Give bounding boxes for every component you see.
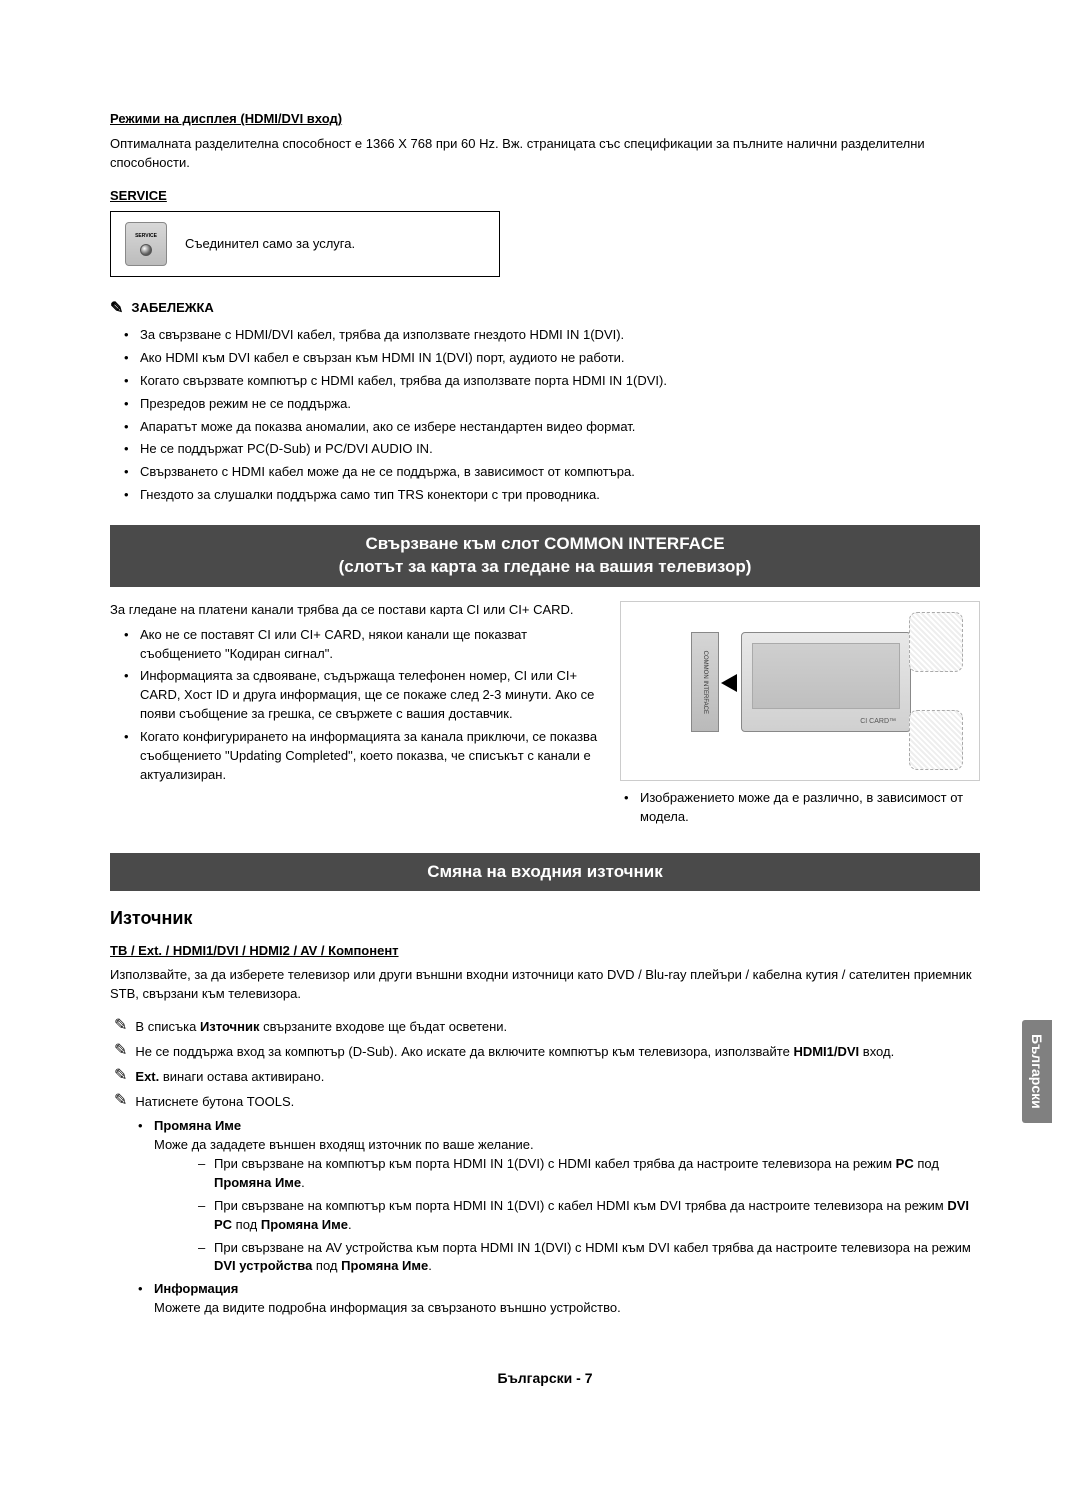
hand-icon [909,612,963,672]
ci-section: За гледане на платени канали трябва да с… [110,601,980,831]
ci-slot-label: COMMON INTERFACE [701,650,710,713]
service-port-icon: SERVICE [125,222,167,266]
list-item: Не се поддържат PC(D-Sub) и PC/DVI AUDIO… [140,440,980,459]
note-line: ✎ Ext. винаги остава активирано. [110,1068,980,1087]
list-item: Изображението може да е различно, в зави… [640,789,980,827]
list-item: Когато конфигурирането на информацията з… [140,728,600,785]
sublist-label: Промяна Име [154,1118,241,1133]
source-banner: Смяна на входния източник [110,853,980,892]
list-item: Информацията за сдвояване, съдържаща тел… [140,667,600,724]
service-icon-label: SERVICE [135,233,157,240]
ci-banner-line2: (слотът за карта за гледане на вашия тел… [120,556,970,579]
note-icon: ✎ [114,1068,127,1087]
list-item: Гнездото за слушалки поддържа само тип T… [140,486,980,505]
dash-list: При свързване на компютър към порта HDMI… [154,1155,980,1276]
ci-slot-icon: COMMON INTERFACE [691,632,719,732]
source-sublist: Промяна Име Може да зададете външен вход… [110,1117,980,1317]
note-icon: ✎ [114,1093,127,1112]
list-item: При свързване на компютър към порта HDMI… [214,1155,980,1193]
note-text: В списъка Източник свързаните входове ще… [135,1018,980,1037]
sublist-text: Можете да видите подробна информация за … [154,1300,621,1315]
ci-banner-line1: Свързване към слот COMMON INTERFACE [120,533,970,556]
list-item: При свързване на компютър към порта HDMI… [214,1197,980,1235]
sublist-label: Информация [154,1281,238,1296]
list-item: Апаратът може да показва аномалии, ако с… [140,418,980,437]
list-item: Промяна Име Може да зададете външен вход… [154,1117,980,1276]
list-item: За свързване с HDMI/DVI кабел, трябва да… [140,326,980,345]
language-side-tab: Български [1022,1020,1052,1123]
service-box: SERVICE Съединител само за услуга. [110,211,500,277]
note-icon: ✎ [110,301,123,317]
note-text: Ext. винаги остава активирано. [135,1068,980,1087]
list-item: Когато свързвате компютър с HDMI кабел, … [140,372,980,391]
source-sub-heading: ТВ / Ext. / HDMI1/DVI / HDMI2 / AV / Ком… [110,942,980,961]
note-text: Натиснете бутона TOOLS. [135,1093,980,1112]
ci-card-label: CI CARD™ [860,717,896,727]
note-icon: ✎ [114,1018,127,1037]
note-line: ✎ Не се поддържа вход за компютър (D-Sub… [110,1043,980,1062]
ci-list: Ако не се поставят CI или CI+ CARD, няко… [110,626,600,785]
list-item: При свързване на AV устройства към порта… [214,1239,980,1277]
list-item: Информация Можете да видите подробна инф… [154,1280,980,1318]
list-item: Ако HDMI към DVI кабел е свързан към HDM… [140,349,980,368]
ci-banner: Свързване към слот COMMON INTERFACE (сло… [110,525,980,587]
source-heading: Източник [110,905,980,931]
list-item: Ако не се поставят CI или CI+ CARD, няко… [140,626,600,664]
sublist-text: Може да зададете външен входящ източник … [154,1137,534,1152]
service-heading: SERVICE [110,187,980,206]
note-block-1: ✎ ЗАБЕЛЕЖКА За свързване с HDMI/DVI кабе… [110,299,980,505]
note-text: Не се поддържа вход за компютър (D-Sub).… [135,1043,980,1062]
hand-icon [909,710,963,770]
source-para: Използвайте, за да изберете телевизор ил… [110,966,980,1004]
display-modes-heading: Режими на дисплея (HDMI/DVI вход) [110,110,980,129]
list-item: Свързването с HDMI кабел може да не се п… [140,463,980,482]
service-jack-icon [140,244,152,256]
note1-list: За свързване с HDMI/DVI кабел, трябва да… [110,326,980,505]
note-line: ✎ В списъка Източник свързаните входове … [110,1018,980,1037]
note-icon: ✎ [114,1043,127,1062]
display-modes-text: Оптималната разделителна способност е 13… [110,135,980,173]
note-label: ЗАБЕЛЕЖКА [131,299,213,318]
ci-intro: За гледане на платени канали трябва да с… [110,601,600,620]
ci-diagram: COMMON INTERFACE CI CARD™ [620,601,980,781]
page-footer: Български - 7 [110,1368,980,1388]
arrow-left-icon [721,674,737,692]
ci-caption: Изображението може да е различно, в зави… [620,789,980,827]
list-item: Презредов режим не се поддържа. [140,395,980,414]
ci-card-icon: CI CARD™ [741,632,911,732]
service-text: Съединител само за услуга. [185,235,355,254]
note-line: ✎ Натиснете бутона TOOLS. [110,1093,980,1112]
